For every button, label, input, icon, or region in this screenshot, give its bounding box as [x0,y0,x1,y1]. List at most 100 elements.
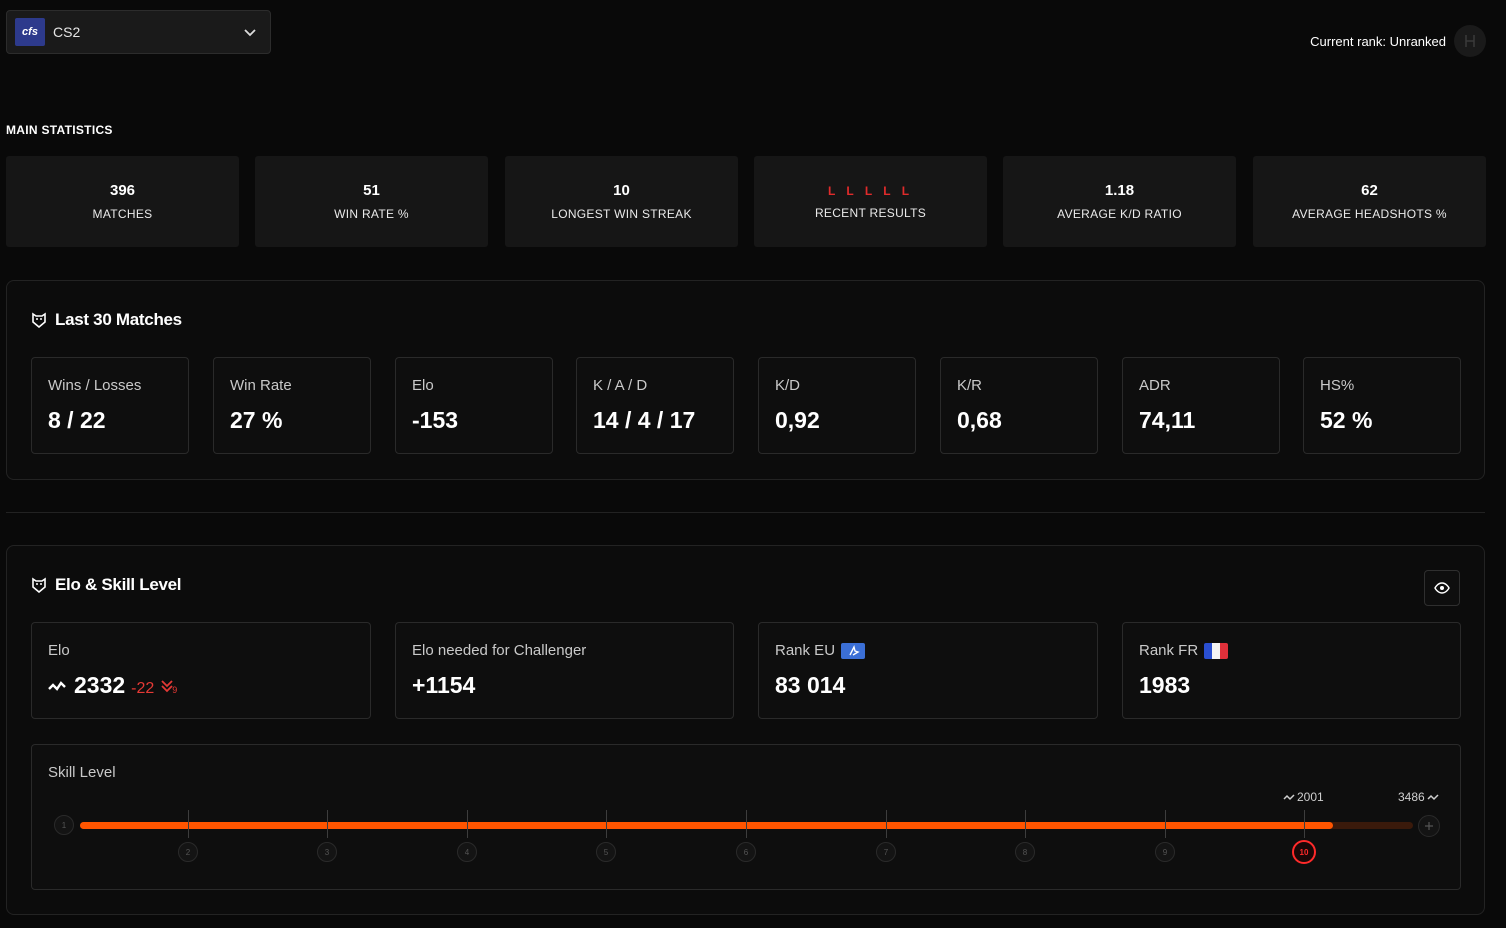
chevrons-down-icon [161,680,173,693]
level-tick [606,810,607,838]
elo-value: 2332 [74,672,126,698]
stat-value: 51 [363,182,380,199]
elo-card: Elo 2332 -22 9 [31,622,371,719]
elo-label: Elo [48,642,70,659]
rank-eu-value: 83 014 [775,672,846,698]
last30-card-hs: HS% 52 % [1303,357,1461,454]
level-1-badge: 1 [54,815,74,835]
level-tick [746,810,747,838]
level-tick [188,810,189,838]
card-label: ADR [1139,377,1171,394]
section-divider [6,512,1485,513]
level-6-badge: 6 [736,842,756,862]
card-label: K / A / D [593,377,648,394]
current-rank-text: Current rank: Unranked [1310,33,1446,49]
skill-level-card: Skill Level 2001 3486 1 2 3 4 5 6 7 8 9 … [31,744,1461,890]
stat-card-matches: 396 MATCHES [6,156,239,247]
elo-change: -22 [131,680,155,697]
card-label: K/D [775,377,801,394]
level-tick [1304,810,1305,838]
last-30-matches-panel: Last 30 Matches Wins / Losses 8 / 22 Win… [6,280,1485,480]
rank-fr-value: 1983 [1139,672,1191,698]
card-value: 74,11 [1139,407,1196,433]
stat-label: MATCHES [92,207,153,221]
card-value: 27 % [230,407,283,433]
elo-value-row: 2332 -22 9 [48,672,177,699]
level-5-badge: 5 [596,842,616,862]
current-rank: Current rank: Unranked [1310,25,1486,57]
challenger-value: +1154 [412,672,476,698]
rank-eu-label-row: Rank EU [775,642,866,659]
last30-card-wins-losses: Wins / Losses 8 / 22 [31,357,189,454]
trend-icon [48,681,66,691]
rank-eu-card: Rank EU 83 014 [758,622,1098,719]
level-tick [467,810,468,838]
card-label: Wins / Losses [48,377,142,394]
level-tick [327,810,328,838]
panel-title-text: Elo & Skill Level [55,575,182,594]
last30-card-adr: ADR 74,11 [1122,357,1280,454]
stat-value: 1.18 [1104,182,1135,199]
card-value: 0,92 [775,407,820,433]
stat-label: RECENT RESULTS [814,205,927,220]
marker-max: 3486 [1398,790,1439,804]
mask-icon [32,312,46,328]
main-statistics-title: MAIN STATISTICS [6,123,113,137]
stat-label: AVERAGE K/D RATIO [1057,207,1182,221]
elo-change-sub: 9 [172,685,178,695]
last30-card-win-rate: Win Rate 27 % [213,357,371,454]
card-value: 14 / 4 / 17 [593,407,696,433]
level-tick [886,810,887,838]
last30-card-kr: K/R 0,68 [940,357,1098,454]
stat-card-win-rate: 51 WIN RATE % [255,156,488,247]
card-value: 8 / 22 [48,407,106,433]
skill-level-label: Skill Level [48,764,116,781]
game-name: CS2 [53,24,81,40]
eu-flag-icon [841,642,866,659]
last30-card-kad: K / A / D 14 / 4 / 17 [576,357,734,454]
level-7-badge: 7 [876,842,896,862]
challenger-card: Elo needed for Challenger +1154 [395,622,734,719]
last30-card-elo: Elo -153 [395,357,553,454]
rank-fr-card: Rank FR 1983 [1122,622,1461,719]
marker-max-value: 3486 [1398,790,1425,804]
fr-flag-icon [1204,642,1229,659]
challenger-badge-icon [1418,815,1440,837]
card-value: -153 [412,407,459,433]
challenger-label: Elo needed for Challenger [412,642,587,659]
card-label: HS% [1320,377,1355,394]
stat-value: 10 [613,182,630,199]
stat-card-kd-ratio: 1.18 AVERAGE K/D RATIO [1003,156,1236,247]
level-9-badge: 9 [1155,842,1175,862]
card-label: K/R [957,377,983,394]
eye-icon [1434,582,1450,594]
stat-card-recent-results: L L L L L RECENT RESULTS [754,156,987,247]
rank-fr-label-row: Rank FR [1139,642,1229,659]
rank-eu-label: Rank EU [775,642,836,659]
level-4-badge: 4 [457,842,477,862]
stat-value: 396 [109,182,136,199]
stat-card-headshots: 62 AVERAGE HEADSHOTS % [1253,156,1486,247]
last-30-matches-title: Last 30 Matches [31,310,182,330]
panel-title-text: Last 30 Matches [55,310,182,329]
level-tick [1165,810,1166,838]
trend-icon [1427,794,1439,801]
card-value: 0,68 [957,407,1002,433]
card-label: Win Rate [230,377,292,394]
stat-card-longest-streak: 10 LONGEST WIN STREAK [505,156,738,247]
game-logo: cfs [15,18,45,46]
level-3-badge: 3 [317,842,337,862]
rank-fr-label: Rank FR [1139,642,1199,659]
toggle-visibility-button[interactable] [1424,570,1460,606]
unranked-icon [1454,25,1486,57]
mask-icon [32,577,46,593]
game-selector[interactable]: cfs CS2 [6,10,271,54]
card-label: Elo [412,377,434,394]
marker-current: 2001 [1283,790,1324,804]
level-8-badge: 8 [1015,842,1035,862]
card-value: 52 % [1320,407,1373,433]
trend-icon [1283,794,1295,801]
level-2-badge: 2 [178,842,198,862]
recent-results-value: L L L L L [827,183,914,198]
stat-value: 62 [1361,182,1378,199]
